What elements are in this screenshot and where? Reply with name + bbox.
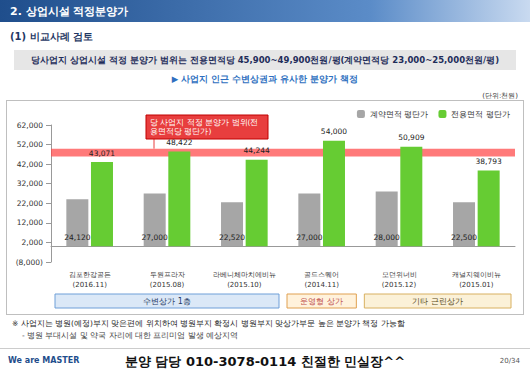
svg-text:22,520: 22,520 — [219, 233, 245, 242]
svg-text:(2016.11): (2016.11) — [72, 281, 107, 289]
html-text:▶ 사업지 인근 수변상권과 유사한 분양가 책정: ▶ 사업지 인근 수변상권과 유사한 분양가 책정 — [171, 74, 359, 84]
svg-text:운영형 상가: 운영형 상가 — [300, 297, 343, 306]
svg-text:김포한강골든: 김포한강골든 — [69, 271, 111, 279]
svg-text:54,000: 54,000 — [321, 127, 347, 136]
svg-text:38,793: 38,793 — [476, 157, 502, 166]
html-text:We are MASTER: We are MASTER — [8, 356, 80, 365]
svg-text:계약면적 평단가: 계약면적 평단가 — [370, 110, 429, 119]
svg-text:12,000: 12,000 — [17, 218, 43, 227]
svg-text:당 사업지 적정 분양가 범위(전: 당 사업지 적정 분양가 범위(전 — [150, 118, 258, 127]
svg-text:기타 근린상가: 기타 근린상가 — [412, 297, 463, 306]
svg-text:(2015.01): (2015.01) — [459, 281, 494, 289]
svg-text:62,000: 62,000 — [17, 121, 43, 130]
svg-text:42,000: 42,000 — [17, 160, 43, 169]
html-text:2. 상업시설 적정분양가: 2. 상업시설 적정분양가 — [10, 5, 129, 18]
svg-text:48,422: 48,422 — [166, 138, 192, 147]
svg-text:27,000: 27,000 — [296, 233, 322, 242]
svg-text:(2015.12): (2015.12) — [382, 281, 417, 289]
svg-text:32,000: 32,000 — [17, 179, 43, 188]
svg-text:용면적당 평단가): 용면적당 평단가) — [150, 127, 211, 136]
svg-text:27,000: 27,000 — [142, 233, 168, 242]
svg-text:(2014.11): (2014.11) — [304, 281, 339, 289]
svg-text:(2015.10): (2015.10) — [227, 281, 262, 289]
svg-text:2,000: 2,000 — [22, 238, 44, 247]
html-text:분양 담당 010-3078-0114 친절한 민실장^^: 분양 담당 010-3078-0114 친절한 민실장^^ — [124, 354, 406, 369]
svg-text:수변상가 1층: 수변상가 1층 — [143, 297, 191, 306]
html-text:(1) 비교사례 검토: (1) 비교사례 검토 — [10, 31, 94, 42]
svg-text:22,000: 22,000 — [17, 199, 43, 208]
svg-text:라베니체마치에비뉴: 라베니체마치에비뉴 — [213, 271, 276, 279]
html-text:20/34: 20/34 — [499, 357, 520, 365]
svg-text:(8,000): (8,000) — [16, 258, 43, 267]
html-text:당사업지 상업시설 적정 분양가 범위는 전용면적당 45,: 당사업지 상업시설 적정 분양가 범위는 전용면적당 45,900~49,900… — [30, 55, 500, 65]
html-text:- 병원 부대시설 및 약국 자리에 대한 프리미엄 발생: - 병원 부대시설 및 약국 자리에 대한 프리미엄 발생 예상지역 — [22, 331, 239, 340]
svg-text:52,000: 52,000 — [17, 140, 43, 149]
svg-text:44,244: 44,244 — [244, 146, 270, 155]
svg-text:50,909: 50,909 — [398, 133, 424, 142]
svg-text:22,500: 22,500 — [451, 233, 477, 242]
svg-text:28,000: 28,000 — [374, 233, 400, 242]
svg-text:(2015.08): (2015.08) — [150, 281, 185, 289]
svg-text:골드스퀘어: 골드스퀘어 — [304, 271, 339, 279]
svg-text:두원프라자: 두원프라자 — [150, 271, 185, 279]
html-text:(단위:천원): (단위:천원) — [482, 92, 518, 100]
svg-text:43,071: 43,071 — [89, 149, 115, 158]
html-text:※ 사업지는 병원(예정)부지 맞은편에 위치하여 병원부지: ※ 사업지는 병원(예정)부지 맞은편에 위치하여 병원부지 확정시 병원부지 … — [12, 319, 405, 328]
svg-text:24,120: 24,120 — [64, 233, 90, 242]
svg-text:전용면적 평단가: 전용면적 평단가 — [451, 110, 510, 119]
svg-text:캐널지웨이비뉴: 캐널지웨이비뉴 — [452, 271, 501, 279]
svg-text:모던위너비: 모던위너비 — [382, 271, 417, 279]
